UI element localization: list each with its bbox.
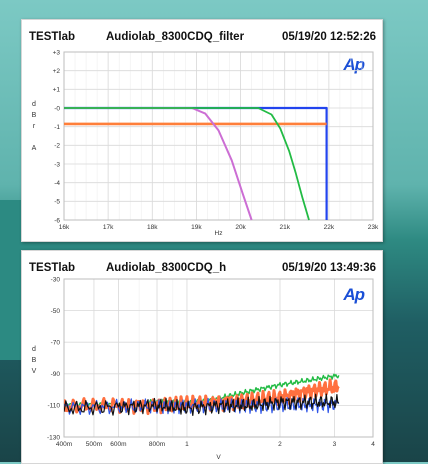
ap-logo: Ap (343, 285, 365, 304)
series-line-3 (64, 393, 340, 416)
ap-logo: Ap (343, 55, 365, 74)
x-tick-label: 400m (56, 441, 72, 448)
series-line-2 (64, 397, 340, 415)
lab-label: TESTlab (29, 31, 76, 43)
plot-border (63, 278, 374, 438)
y-tick-label: -0 (54, 105, 60, 112)
x-tick-label: 20k (235, 224, 246, 231)
chart-header: TESTlab Audiolab_8300CDQ_h 05/19/20 13:4… (28, 262, 376, 276)
y-tick-label: -5 (54, 199, 60, 206)
y-tick-label: -110 (47, 403, 60, 410)
y-tick-label: -3 (54, 161, 60, 168)
y-axis-label-char: d (32, 101, 36, 108)
y-tick-label: -90 (51, 371, 61, 378)
x-tick-label: 19k (191, 224, 202, 231)
chart-title: Audiolab_8300CDQ_h (106, 262, 227, 274)
y-tick-label: -50 (51, 308, 61, 315)
x-tick-label: 23k (368, 224, 379, 231)
plot-border (63, 51, 374, 221)
timestamp: 05/19/20 13:49:36 (282, 262, 376, 274)
y-tick-label: +2 (53, 68, 61, 75)
y-tick-label: -30 (51, 276, 61, 283)
x-tick-label: 500m (86, 441, 102, 448)
x-tick-label: 18k (147, 224, 158, 231)
chart-header: TESTlab Audiolab_8300CDQ_filter 05/19/20… (28, 31, 376, 45)
y-tick-label: -6 (54, 217, 60, 224)
x-tick-label: 4 (371, 441, 375, 448)
chart-title: Audiolab_8300CDQ_filter (106, 31, 245, 43)
y-tick-label: +1 (53, 87, 61, 94)
y-axis-label-char: A (32, 145, 37, 152)
x-tick-label: 22k (324, 224, 335, 231)
x-tick-label: 1 (185, 441, 189, 448)
x-axis-label: Hz (215, 230, 223, 237)
y-axis-label-char: B (32, 357, 37, 364)
y-tick-label: -2 (54, 143, 60, 150)
y-tick-label: -1 (54, 124, 60, 131)
thd-plot: 400m 500m 600m 800m 1 2 3 4 -30 -50 -70 -90 -110 -130… (32, 276, 376, 461)
y-tick-label: -130 (47, 434, 60, 441)
lab-label: TESTlab (29, 262, 76, 274)
x-tick-label: 800m (149, 441, 165, 448)
series-line-3 (64, 107, 310, 221)
thd-chart: TESTlab Audiolab_8300CDQ_h 05/19/20 13:4… (21, 250, 383, 464)
series-line-1 (64, 378, 340, 416)
y-axis-label-char: d (32, 346, 36, 353)
y-tick-label: -70 (51, 340, 61, 347)
x-tick-label: 21k (279, 224, 290, 231)
y-tick-label: +3 (53, 49, 61, 56)
filter-plot: 16k 17k 18k 19k 20k 21k 22k 23k +3 +2 +1 -0 -1 -2 -3 -4… (32, 49, 379, 237)
filter-response-chart: TESTlab Audiolab_8300CDQ_filter 05/19/20… (21, 19, 383, 242)
y-tick-label: -4 (54, 180, 60, 187)
x-tick-label: 16k (59, 224, 70, 231)
x-tick-label: 600m (110, 441, 126, 448)
y-axis-label-char: r (33, 123, 36, 130)
x-axis-label: V (216, 454, 221, 461)
x-tick-label: 3 (333, 441, 337, 448)
y-axis-label-char: V (32, 368, 37, 375)
y-axis-label-char: B (32, 112, 37, 119)
x-tick-label: 17k (103, 224, 114, 231)
timestamp: 05/19/20 12:52:26 (282, 31, 376, 43)
x-tick-label: 2 (278, 441, 282, 448)
